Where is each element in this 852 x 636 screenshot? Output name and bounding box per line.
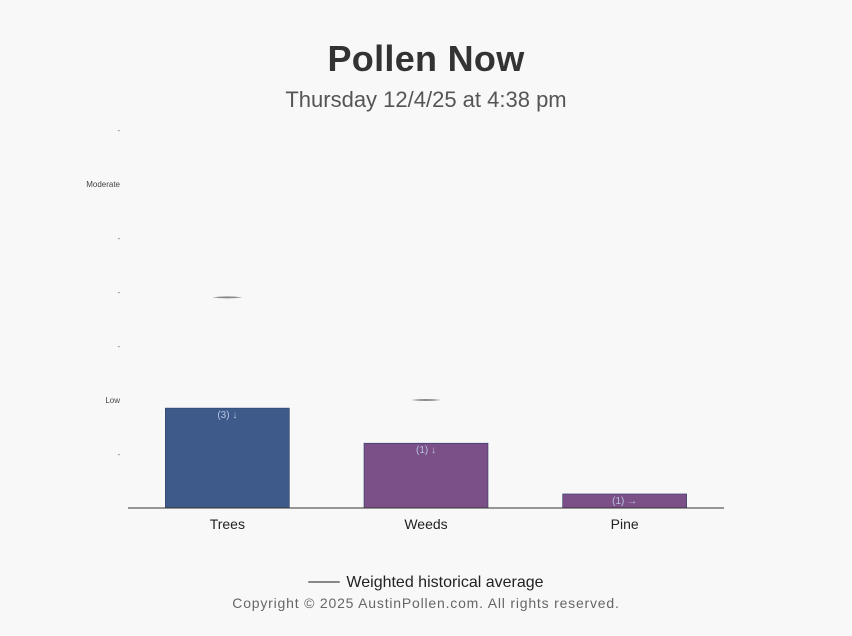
historical-average-line-icon — [308, 580, 341, 583]
y-tick-label: - — [118, 344, 121, 351]
legend: Weighted historical average — [0, 574, 852, 592]
bar-value-label: (1) → — [612, 496, 637, 507]
y-tick-label: - — [118, 452, 121, 459]
pollen-bar-chart: - Low - - - Moderate - (3) ↓ Trees (1) ↓ Weeds (1) … — [86, 128, 724, 532]
bar-value-label: (3) ↓ — [217, 410, 237, 421]
copyright: Copyright © 2025 AustinPollen.com. All r… — [232, 595, 620, 611]
chart-title: Pollen Now — [327, 38, 525, 79]
y-tick-label: - — [118, 236, 121, 243]
legend-label: Weighted historical average — [346, 574, 544, 591]
x-category-label: Trees — [210, 516, 245, 532]
y-tick-label: - — [118, 128, 121, 135]
x-category-label: Pine — [611, 516, 639, 532]
historical-average-marker — [411, 399, 441, 401]
y-tick-label: Low — [105, 396, 120, 405]
x-category-label: Weeds — [404, 516, 447, 532]
bar — [165, 407, 290, 509]
y-tick-label: - — [118, 290, 121, 297]
chart-subtitle: Thursday 12/4/25 at 4:38 pm — [285, 87, 567, 112]
bar-value-label: (1) ↓ — [416, 445, 436, 456]
historical-average-marker — [212, 296, 243, 299]
y-tick-label: Moderate — [86, 180, 120, 189]
